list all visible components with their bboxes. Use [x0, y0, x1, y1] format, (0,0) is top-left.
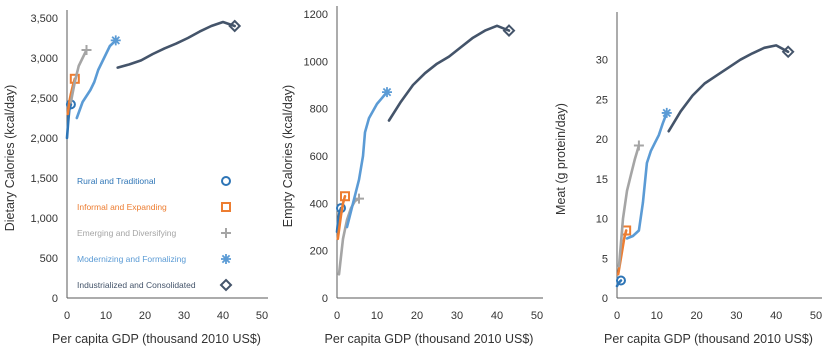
legend-label-informal: Informal and Expanding [77, 202, 167, 212]
y-tick-label: 5 [602, 253, 608, 265]
series-end-marker-industrialized [781, 45, 795, 59]
series-end-marker-modernizing [110, 35, 121, 46]
legend-marker-industrialized [219, 278, 233, 292]
x-axis-title: Per capita GDP (thousand 2010 US$) [325, 332, 534, 346]
x-tick-label: 50 [531, 310, 543, 322]
series-line-modernizing [625, 111, 669, 240]
legend-marker-emerging [221, 228, 231, 238]
x-tick-label: 30 [730, 310, 742, 322]
y-tick-label: 500 [40, 253, 58, 265]
x-tick-label: 10 [100, 310, 112, 322]
x-tick-label: 50 [810, 310, 822, 322]
y-tick-label: 15 [596, 174, 608, 186]
y-tick-label: 1200 [304, 9, 328, 21]
series-end-marker-rural [615, 275, 626, 286]
y-tick-label: 3,500 [30, 13, 58, 25]
series-line-rural [65, 103, 73, 140]
y-tick-label: 400 [310, 198, 328, 210]
y-tick-label: 20 [596, 134, 608, 146]
series-line-industrialized [116, 20, 236, 69]
x-tick-label: 0 [334, 310, 340, 322]
series-line-industrialized [667, 44, 790, 133]
y-tick-label: 3,000 [30, 53, 58, 65]
x-tick-label: 20 [690, 310, 702, 322]
series-end-marker-emerging [81, 45, 92, 55]
y-tick-label: 800 [310, 104, 328, 116]
y-tick-label: 1,500 [30, 173, 58, 185]
series-line-modernizing [75, 39, 118, 120]
y-tick-label: 25 [596, 94, 608, 106]
legend-marker-informal [221, 202, 231, 212]
legend-marker-rural [221, 176, 231, 186]
series-end-marker-industrialized [228, 19, 242, 33]
x-tick-label: 20 [139, 310, 151, 322]
series-line-rural [335, 206, 343, 233]
series-line-industrialized [387, 24, 511, 122]
x-tick-label: 40 [770, 310, 782, 322]
y-tick-label: 600 [310, 151, 328, 163]
y-axis-title: Meat (g protein/day) [554, 103, 568, 215]
series-end-marker-modernizing [382, 87, 392, 98]
y-tick-label: 2,000 [30, 133, 58, 145]
y-tick-label: 0 [52, 293, 58, 305]
y-tick-label: 1,000 [30, 213, 58, 225]
x-tick-label: 50 [256, 310, 268, 322]
x-tick-label: 0 [64, 310, 70, 322]
series-end-marker-industrialized [502, 24, 516, 37]
x-axis-title: Per capita GDP (thousand 2010 US$) [604, 332, 813, 346]
legend-label-industrialized: Industrialized and Consolidated [77, 280, 196, 290]
y-tick-label: 0 [322, 293, 328, 305]
y-tick-label: 10 [596, 214, 608, 226]
x-tick-label: 40 [491, 310, 503, 322]
series-end-marker-emerging [354, 193, 364, 204]
y-axis-title: Dietary Calories (kcal/day) [3, 85, 17, 232]
series-line-modernizing [345, 90, 389, 229]
legend: Rural and Traditional Informal and Expand… [77, 176, 233, 292]
x-tick-label: 40 [217, 310, 229, 322]
y-axis-title: Empty Calories (kcal/day) [281, 85, 295, 227]
legend-label-rural: Rural and Traditional [77, 176, 156, 186]
y-tick-label: 0 [602, 293, 608, 305]
chart-panel-dietary-calories: 0 500 1,000 1,500 2,000 2,500 3,000 3,500 0 10 20 3… [3, 10, 268, 346]
chart-panel-empty-calories: 0 200 400 600 800 1000 1200 0 10 20 30 40 50 Per capi… [281, 6, 543, 346]
chart-panel-meat: 0 5 10 15 20 25 30 0 10 20 30 40 50 Per capita GDP (t… [554, 12, 822, 346]
legend-marker-modernizing [221, 254, 231, 264]
series-end-marker-emerging [633, 140, 644, 151]
y-tick-label: 30 [596, 55, 608, 67]
y-tick-label: 1000 [304, 56, 328, 68]
series-line-emerging [69, 48, 88, 104]
x-tick-label: 10 [371, 310, 383, 322]
legend-label-modernizing: Modernizing and Formalizing [77, 254, 186, 264]
series-line-emerging [617, 144, 641, 268]
legend-label-emerging: Emerging and Diversifying [77, 228, 176, 238]
x-axis-title: Per capita GDP (thousand 2010 US$) [52, 332, 261, 346]
series-end-marker-modernizing [661, 107, 672, 118]
x-tick-label: 30 [178, 310, 190, 322]
x-tick-label: 30 [451, 310, 463, 322]
y-tick-label: 2,500 [30, 93, 58, 105]
x-tick-label: 10 [651, 310, 663, 322]
series-end-marker-informal [340, 191, 350, 202]
x-tick-label: 0 [614, 310, 620, 322]
x-tick-label: 20 [411, 310, 423, 322]
y-tick-label: 200 [310, 246, 328, 258]
